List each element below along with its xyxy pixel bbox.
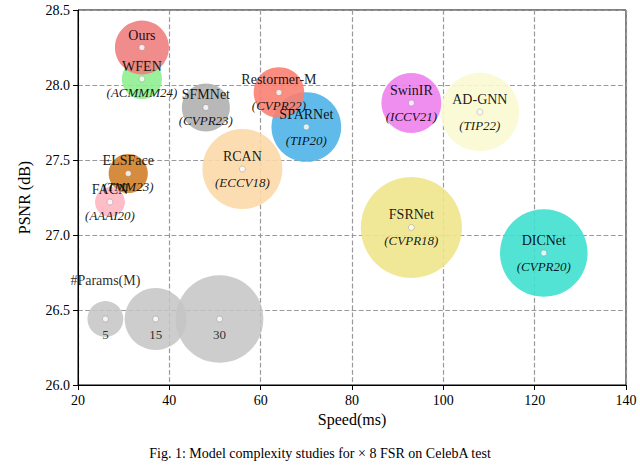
svg-text:PSNR (dB): PSNR (dB) xyxy=(16,161,34,234)
svg-text:(CVPR22): (CVPR22) xyxy=(252,98,306,113)
svg-text:40: 40 xyxy=(162,393,176,408)
svg-text:FSRNet: FSRNet xyxy=(389,207,434,222)
svg-text:80: 80 xyxy=(345,393,359,408)
svg-text:ELSFace: ELSFace xyxy=(103,153,154,168)
svg-text:27.0: 27.0 xyxy=(46,228,71,243)
svg-text:(CVPR20): (CVPR20) xyxy=(517,259,571,274)
svg-text:SwinIR: SwinIR xyxy=(390,83,433,98)
svg-text:(TIP22): (TIP22) xyxy=(459,118,500,133)
svg-text:15: 15 xyxy=(149,327,162,342)
svg-text:26.0: 26.0 xyxy=(46,378,71,393)
svg-text:20: 20 xyxy=(71,393,85,408)
svg-text:100: 100 xyxy=(433,393,454,408)
svg-text:RCAN: RCAN xyxy=(223,149,262,164)
svg-text:(CVPR18): (CVPR18) xyxy=(384,233,438,248)
svg-text:26.5: 26.5 xyxy=(46,303,71,318)
svg-text:Speed(ms): Speed(ms) xyxy=(318,411,386,429)
svg-text:SFMNet: SFMNet xyxy=(182,87,230,102)
svg-text:Ours: Ours xyxy=(128,28,155,43)
svg-text:60: 60 xyxy=(254,393,268,408)
svg-text:SPARNet: SPARNet xyxy=(279,106,334,122)
svg-text:#Params(M): #Params(M) xyxy=(70,273,140,289)
svg-text:(ICCV21): (ICCV21) xyxy=(386,109,437,124)
svg-text:(AAAI20): (AAAI20) xyxy=(85,208,135,223)
svg-text:27.5: 27.5 xyxy=(46,153,71,168)
svg-text:30: 30 xyxy=(213,327,226,342)
svg-text:(TIP20): (TIP20) xyxy=(286,133,327,148)
svg-text:28.0: 28.0 xyxy=(46,78,71,93)
svg-text:(ACMMM24): (ACMMM24) xyxy=(107,85,178,100)
svg-text:FACN: FACN xyxy=(92,182,128,197)
svg-text:140: 140 xyxy=(616,393,637,408)
svg-text:28.5: 28.5 xyxy=(46,3,71,18)
svg-text:(TMM23): (TMM23) xyxy=(103,179,154,194)
svg-text:(ECCV18): (ECCV18) xyxy=(215,175,270,190)
svg-text:Fig. 1: Model complexity studi: Fig. 1: Model complexity studies for × 8… xyxy=(149,446,491,461)
svg-text:DICNet: DICNet xyxy=(522,233,566,248)
svg-text:120: 120 xyxy=(524,393,545,408)
svg-text:Restormer-M: Restormer-M xyxy=(241,72,317,87)
svg-text:WFEN: WFEN xyxy=(122,58,162,74)
svg-text:AD-GNN: AD-GNN xyxy=(452,92,507,107)
svg-text:(CVPR23): (CVPR23) xyxy=(179,113,233,128)
svg-text:5: 5 xyxy=(102,327,109,342)
